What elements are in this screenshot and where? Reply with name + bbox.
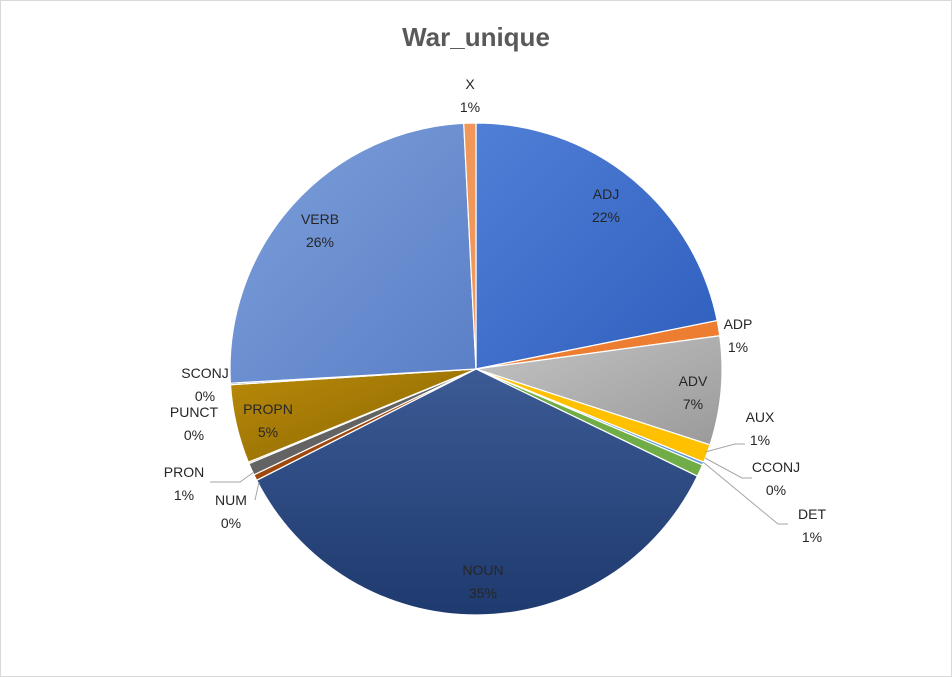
pie-slice-adv bbox=[475, 335, 723, 446]
data-label-percent-adv: 7% bbox=[683, 396, 703, 412]
data-label-percent-pron: 1% bbox=[174, 487, 194, 503]
data-label-category-pron: PRON bbox=[164, 464, 204, 480]
data-label-percent-det: 1% bbox=[802, 529, 822, 545]
data-label-percent-verb: 26% bbox=[306, 234, 334, 250]
leader-line-num bbox=[254, 481, 260, 501]
data-label-category-propn: PROPN bbox=[243, 401, 293, 417]
data-label-percent-adj: 22% bbox=[592, 209, 620, 225]
pie-slice-adj bbox=[475, 122, 718, 370]
data-label-category-adp: ADP bbox=[724, 316, 753, 332]
data-label-percent-propn: 5% bbox=[258, 424, 278, 440]
data-label-category-adv: ADV bbox=[679, 373, 708, 389]
data-label-category-noun: NOUN bbox=[462, 562, 503, 578]
data-label-percent-x: 1% bbox=[460, 99, 480, 115]
data-label-category-aux: AUX bbox=[746, 409, 775, 425]
data-label-percent-num: 0% bbox=[221, 515, 241, 531]
leader-line-det bbox=[702, 461, 788, 525]
leader-line-cconj bbox=[704, 457, 752, 479]
data-label-category-det: DET bbox=[798, 506, 826, 522]
data-label-percent-noun: 35% bbox=[469, 585, 497, 601]
data-label-category-sconj: SCONJ bbox=[181, 365, 228, 381]
data-label-percent-aux: 1% bbox=[750, 432, 770, 448]
leader-line-pron bbox=[210, 471, 255, 483]
pie-slice-verb bbox=[229, 122, 477, 384]
data-label-percent-cconj: 0% bbox=[766, 482, 786, 498]
pie-slice-noun bbox=[255, 368, 699, 616]
data-label-category-adj: ADJ bbox=[593, 186, 619, 202]
pie-slice-x bbox=[463, 122, 477, 370]
data-label-category-cconj: CCONJ bbox=[752, 459, 800, 475]
data-label-category-punct: PUNCT bbox=[170, 404, 219, 420]
data-label-percent-sconj: 0% bbox=[195, 388, 215, 404]
leader-line-aux bbox=[704, 443, 745, 453]
data-label-percent-punct: 0% bbox=[184, 427, 204, 443]
chart-title: War_unique bbox=[402, 22, 550, 52]
data-label-percent-adp: 1% bbox=[728, 339, 748, 355]
data-label-category-x: X bbox=[465, 76, 475, 92]
data-label-category-verb: VERB bbox=[301, 211, 339, 227]
data-label-category-num: NUM bbox=[215, 492, 247, 508]
